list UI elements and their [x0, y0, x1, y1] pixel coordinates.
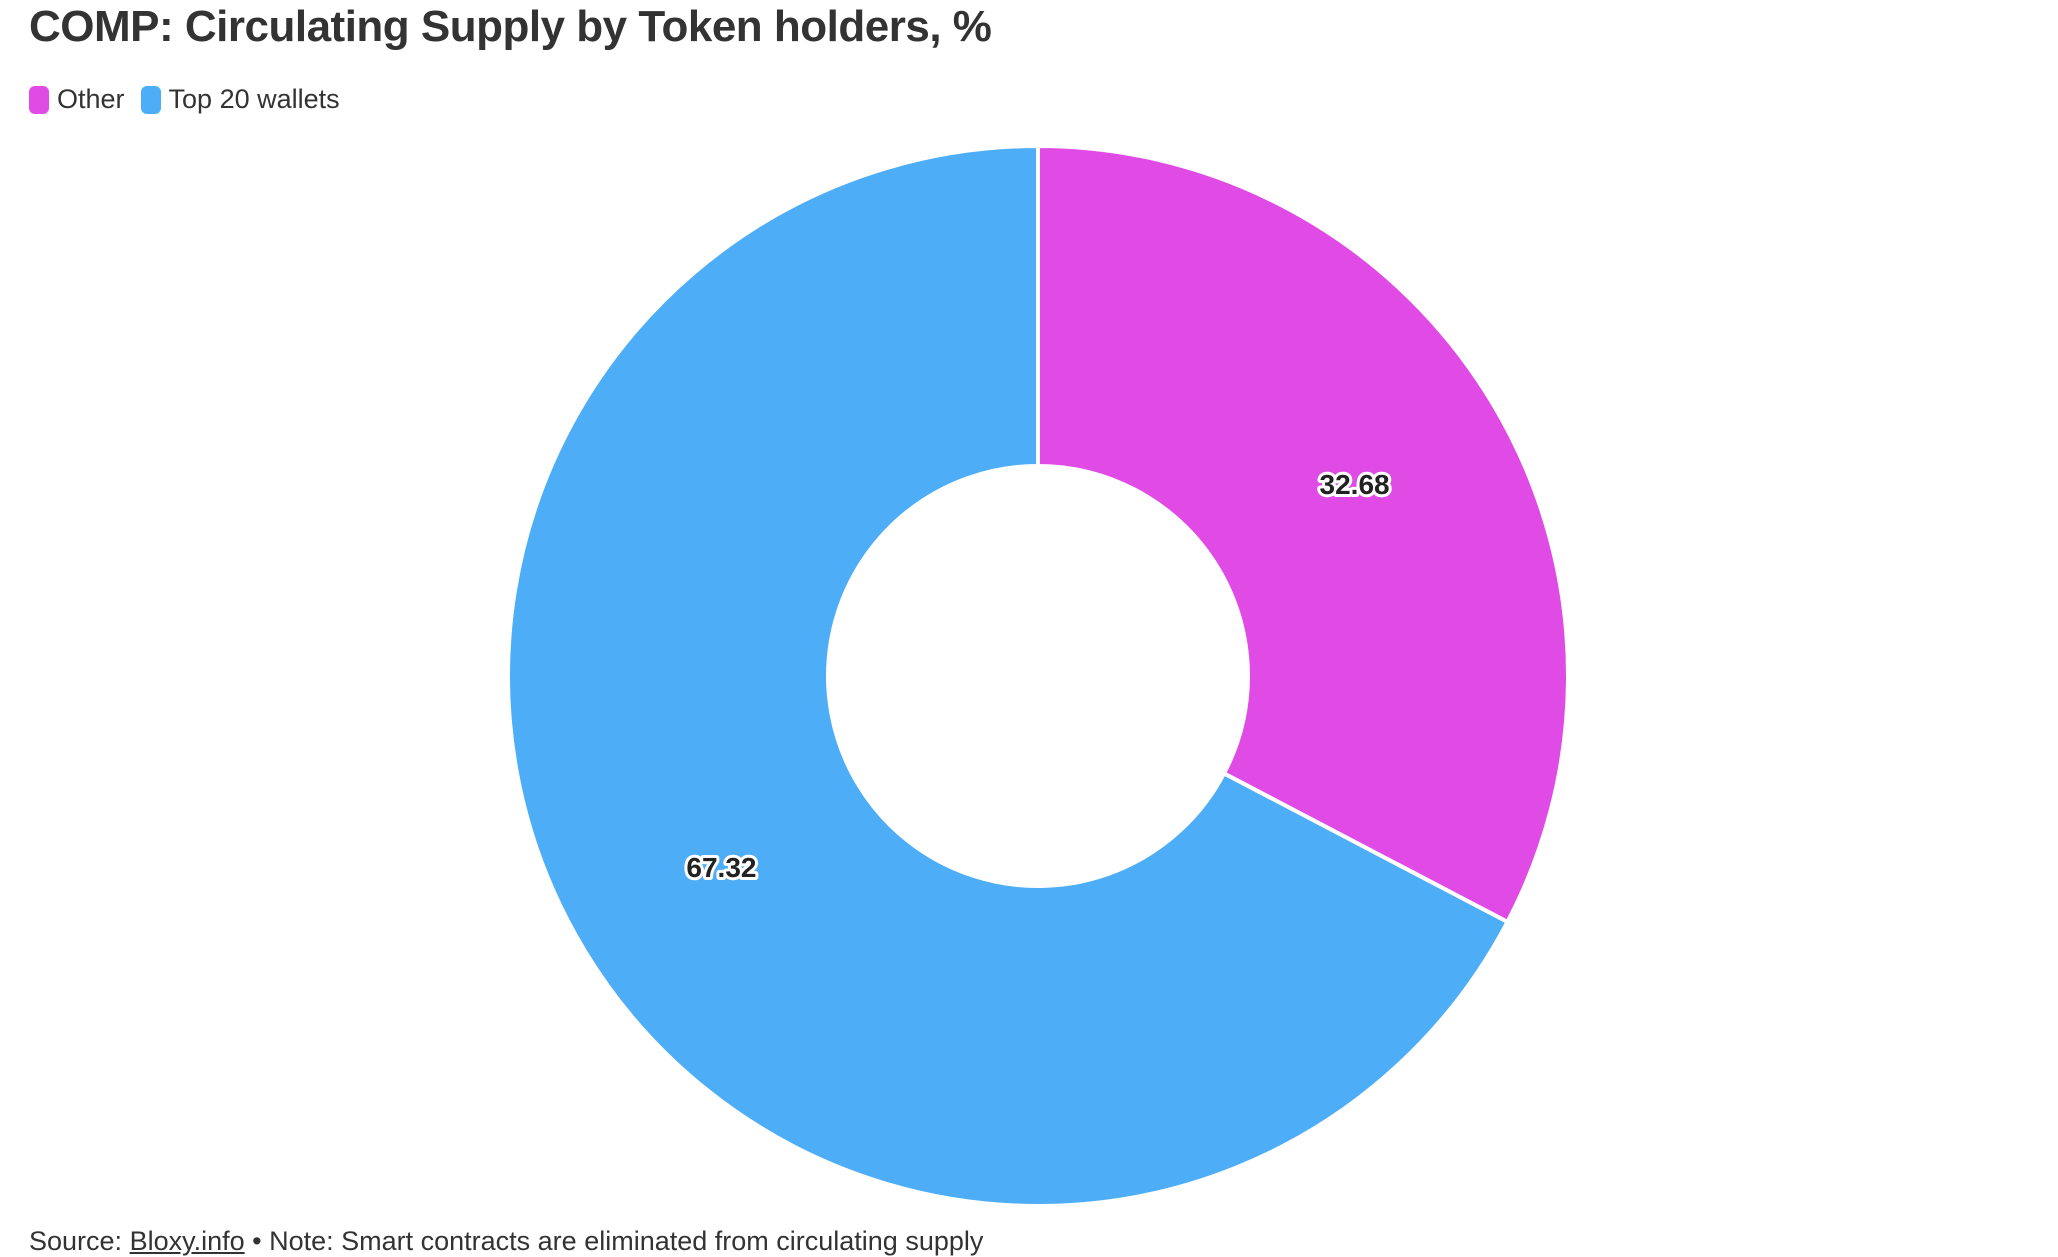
donut-slices	[506, 144, 1570, 1208]
legend-label-other: Other	[57, 84, 125, 114]
data-label-other: 32.68	[1320, 469, 1390, 500]
source-link[interactable]: Bloxy.info	[129, 1226, 245, 1256]
donut-labels: 32.68 67.32	[683, 466, 1392, 886]
legend-label-top-20-wallets: Top 20 wallets	[168, 84, 340, 114]
chart-footer: Source: Bloxy.info • Note: Smart contrac…	[29, 1226, 983, 1257]
footer-note: • Note: Smart contracts are eliminated f…	[244, 1226, 984, 1256]
legend-swatch-other	[29, 85, 49, 114]
source-prefix: Source:	[29, 1226, 130, 1256]
data-label-top-20-wallets: 67.32	[686, 852, 756, 883]
legend-item-other[interactable]: Other	[29, 84, 125, 115]
chart-legend: Other Top 20 wallets	[29, 84, 356, 115]
chart-title: COMP: Circulating Supply by Token holder…	[29, 2, 992, 51]
legend-item-top-20-wallets[interactable]: Top 20 wallets	[140, 84, 340, 115]
slice-other[interactable]	[1036, 144, 1570, 924]
legend-swatch-top-20-wallets	[140, 85, 161, 114]
slice-top-20-wallets[interactable]	[506, 144, 1510, 1208]
